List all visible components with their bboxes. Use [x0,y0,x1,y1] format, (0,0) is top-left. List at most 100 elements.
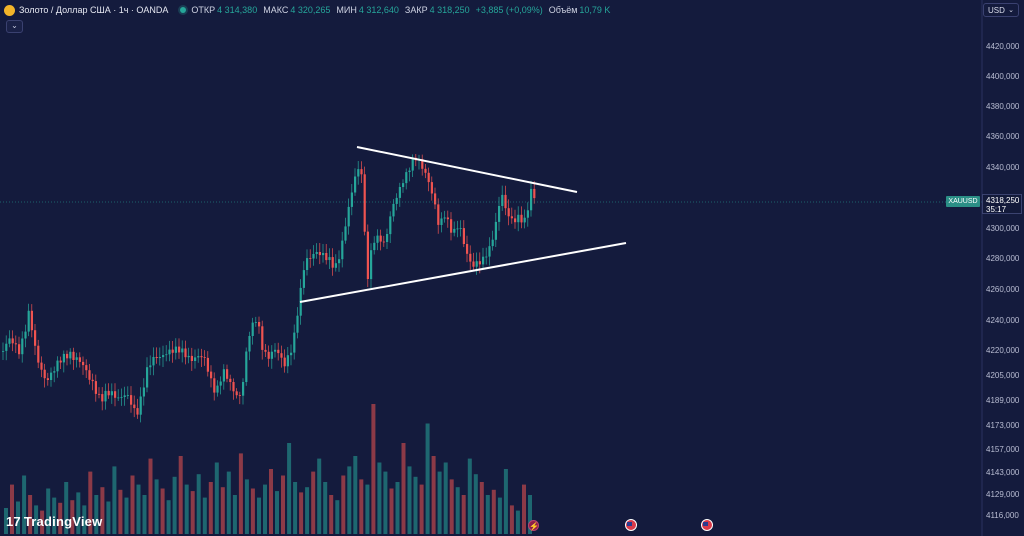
price-axis-tick: 4300,000 [986,224,1020,233]
candle-body [376,235,379,243]
candle-body [91,379,94,382]
volume-bar [118,489,123,534]
candle-body [200,356,203,358]
candle-body [133,404,136,409]
candle-body [440,218,443,225]
candle-body [424,168,427,173]
candle-body [402,183,405,187]
volume-bar [202,497,207,534]
candle-body [53,371,56,373]
candle-body [248,336,251,352]
candle-body [283,357,286,367]
candle-body [261,326,264,350]
candle-body [197,356,200,358]
candle-body [456,228,459,230]
candle-body [59,360,62,363]
us-flag-icon[interactable] [701,519,713,531]
volume-bar [10,484,14,534]
candle-body [286,355,289,367]
high-value: 4 320,265 [290,5,331,15]
price-axis-tick: 4157,000 [986,445,1020,454]
candle-body [46,378,49,380]
volume-bar [82,505,87,534]
candle-body [251,322,254,336]
volume-bar [263,484,267,534]
volume-bar [130,475,135,534]
candle-body [498,206,501,222]
candle-body [293,332,296,353]
volume-bar [269,469,273,534]
candle-body [181,348,184,353]
candle-body [14,343,17,345]
candle-body [165,354,168,356]
candle-body [338,259,341,264]
volume-bar [479,482,484,534]
price-axis-tick: 4189,000 [986,396,1020,405]
candle-body [526,210,529,218]
candle-body [120,397,123,398]
candle-body [270,351,273,359]
candle-body [510,216,513,219]
volume-value: 10,79 K [579,5,611,15]
volume-bar [148,458,153,534]
candle-body [475,261,478,267]
lightning-icon[interactable]: ⚡ [528,520,539,531]
volume-bar [383,471,388,534]
candle-body [318,252,321,256]
candle-body [469,253,472,262]
volume-bar [124,497,129,534]
price-axis-tick: 4173,000 [986,421,1020,430]
volume-bar [425,423,430,534]
volume-bar [407,466,412,534]
candle-body [171,349,174,353]
price-axis-tick: 4380,000 [986,102,1020,111]
volume-bar [190,491,195,534]
candle-body [117,397,120,399]
volume-bar [220,487,225,534]
candle-body [114,391,117,398]
candle-body [389,216,392,235]
price-axis-tick: 4420,000 [986,42,1020,51]
volume-bar [106,501,111,534]
candle-body [373,242,376,251]
price-axis-tick: 4340,000 [986,163,1020,172]
currency-select[interactable]: USD ⌄ [983,3,1019,17]
volume-bar [509,505,514,534]
candle-body [142,387,145,397]
volume-bar [299,492,304,534]
candle-body [50,372,53,380]
tradingview-logo[interactable]: 17 TradingView [6,512,102,530]
volume-bar [461,495,466,534]
volume-bar [196,474,201,534]
volume-bar [4,508,8,534]
volume-bar [485,495,490,534]
candle-body [411,157,414,171]
candle-body [274,349,277,352]
volume-bar [311,471,316,534]
last-price-value: 4318,250 [986,196,1020,205]
volume-bar [377,462,382,534]
candle-body [229,378,232,382]
collapse-legend-button[interactable]: ⌄ [6,20,23,33]
candle-body [216,385,219,393]
candle-body [430,182,433,194]
candle-body [62,353,65,363]
candle-body [178,346,181,353]
symbol-title[interactable]: Золото / Доллар США · 1ч · OANDA [19,5,169,15]
candle-body [136,408,139,415]
us-flag-icon[interactable] [625,519,637,531]
lower-trendline[interactable] [299,242,627,303]
market-open-icon [180,7,187,13]
upper-trendline[interactable] [356,146,578,193]
volume-bar [58,502,63,534]
open-label: ОТКР [191,5,216,15]
volume-bar [503,469,508,534]
volume-bar [40,510,45,534]
volume-bar [389,488,394,534]
volume-bar [395,482,400,534]
volume-bar [88,471,93,534]
currency-label: USD [988,6,1005,15]
candle-body [18,344,21,355]
close-value: 4 318,250 [429,5,470,15]
